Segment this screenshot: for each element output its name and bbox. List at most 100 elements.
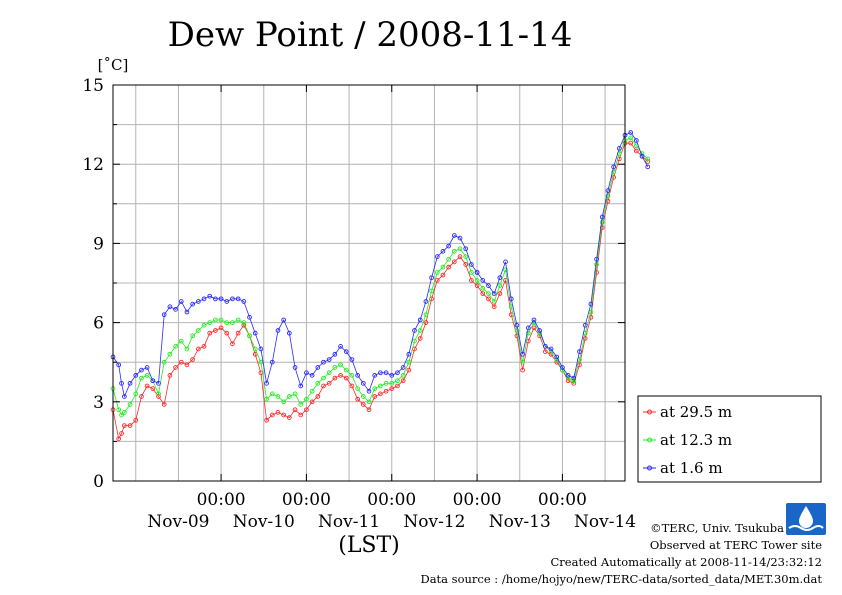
- data-point: [446, 256, 451, 262]
- data-point: [287, 415, 292, 420]
- data-point: [326, 380, 332, 386]
- data-point: [201, 296, 207, 302]
- data-point: [400, 373, 406, 378]
- data-point: [434, 254, 440, 259]
- data-point: [150, 378, 156, 384]
- data-point: [252, 346, 258, 352]
- data-point: [230, 341, 235, 347]
- data-point: [417, 328, 423, 333]
- data-point: [139, 394, 144, 399]
- data-point: [525, 330, 531, 336]
- data-point: [230, 320, 235, 325]
- data-point: [304, 396, 309, 402]
- data-point: [463, 254, 469, 259]
- legend-entry-label: at 1.6 m: [660, 459, 723, 477]
- data-point: [611, 164, 616, 170]
- data-point: [235, 330, 241, 336]
- data-point: [207, 320, 213, 325]
- data-point: [446, 243, 451, 249]
- data-point: [139, 367, 144, 373]
- data-point: [173, 344, 178, 349]
- data-point: [469, 278, 474, 283]
- data-point: [548, 346, 554, 352]
- data-point: [645, 156, 651, 162]
- data-point: [491, 304, 497, 310]
- data-point: [508, 296, 514, 302]
- data-point: [292, 391, 298, 397]
- x-tick-time-label: 00:00: [282, 490, 331, 510]
- data-point: [360, 402, 366, 407]
- x-date-label: Nov-09: [147, 512, 209, 532]
- data-point: [582, 336, 588, 341]
- data-point: [133, 417, 139, 423]
- data-point: [480, 291, 486, 296]
- data-point: [451, 248, 457, 254]
- data-point: [480, 285, 486, 291]
- legend-swatch-marker: [647, 465, 652, 471]
- data-point: [287, 394, 292, 399]
- data-point: [503, 259, 508, 265]
- data-point: [309, 388, 315, 394]
- data-point: [230, 296, 235, 302]
- data-point: [119, 431, 124, 436]
- series-layer: [110, 130, 651, 442]
- data-point: [343, 367, 349, 373]
- data-point: [122, 423, 127, 428]
- grid-lines: [113, 85, 625, 481]
- data-point: [247, 333, 252, 339]
- data-point: [224, 330, 230, 336]
- data-point: [360, 394, 366, 399]
- data-point: [195, 346, 201, 352]
- data-point: [395, 378, 400, 384]
- data-point: [378, 370, 383, 376]
- data-point: [474, 270, 480, 275]
- data-point: [321, 383, 326, 389]
- data-point: [372, 394, 378, 399]
- data-point: [412, 328, 417, 333]
- data-point: [150, 386, 156, 391]
- data-point: [127, 380, 133, 386]
- data-point: [292, 407, 298, 413]
- data-point: [252, 330, 258, 336]
- data-point: [127, 402, 133, 407]
- data-point: [582, 322, 588, 328]
- data-point: [161, 359, 167, 365]
- data-point: [577, 349, 582, 354]
- data-point: [343, 375, 349, 381]
- data-point: [645, 159, 651, 164]
- data-point: [543, 344, 548, 349]
- data-point: [543, 349, 548, 354]
- data-point: [190, 357, 195, 362]
- data-point: [389, 380, 395, 386]
- data-point: [122, 410, 127, 415]
- data-point: [116, 362, 122, 368]
- data-point: [366, 388, 372, 394]
- data-point: [383, 370, 389, 376]
- data-point: [417, 317, 423, 323]
- data-point: [588, 314, 594, 320]
- data-point: [383, 380, 389, 386]
- data-point: [372, 373, 378, 378]
- data-point: [332, 365, 338, 370]
- data-point: [258, 346, 264, 352]
- data-point: [565, 373, 571, 378]
- data-point: [178, 299, 184, 304]
- data-point: [389, 386, 395, 391]
- data-point: [491, 291, 497, 296]
- data-point: [457, 254, 463, 259]
- data-point: [173, 365, 178, 370]
- legend-box: [637, 395, 822, 483]
- data-point: [167, 304, 173, 310]
- data-point: [366, 407, 372, 413]
- data-point: [264, 396, 269, 402]
- data-point: [525, 325, 531, 331]
- data-point: [406, 351, 412, 357]
- data-point: [634, 148, 639, 154]
- x-tick-time-label: 00:00: [538, 490, 587, 510]
- data-point: [469, 270, 474, 275]
- data-point: [224, 320, 230, 325]
- x-tick-time-label: 00:00: [453, 490, 502, 510]
- x-axis-label: (LST): [338, 533, 400, 558]
- data-point: [372, 386, 378, 391]
- data-point: [594, 256, 599, 262]
